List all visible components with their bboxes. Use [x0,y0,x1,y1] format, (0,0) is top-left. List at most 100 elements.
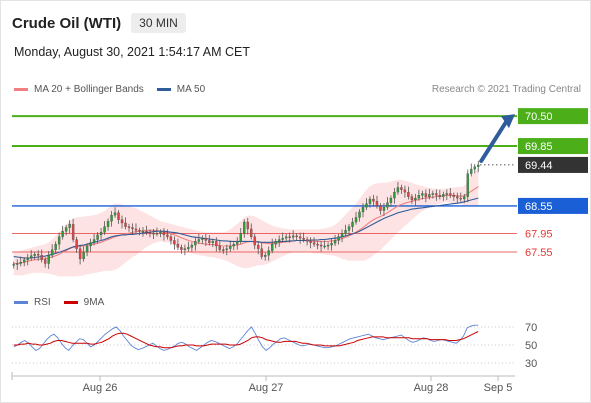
level-label-67.95: 67.95 [525,229,553,241]
candle-body [302,238,305,240]
candle-body [365,203,368,208]
candle-body [438,195,442,197]
candle-body [323,245,326,248]
legend-item-9ma: 9MA [63,297,104,308]
candle-body [347,226,351,231]
candle-body [316,243,319,246]
candle-body [232,243,235,247]
level-label-70.50: 70.50 [525,111,553,123]
candle-body [277,239,281,242]
candle-body [456,196,459,199]
candle-body [260,248,263,257]
candle-body [267,250,270,256]
candle-body [208,240,211,243]
candle-body [326,244,330,247]
candle-body [159,232,162,234]
candle-body [442,194,445,197]
candle-body [421,193,424,196]
candle-body [85,245,89,253]
rsi-tick-label: 30 [525,358,537,370]
candle-body [68,224,71,228]
candle-body [166,234,169,237]
level-label-69.44: 69.44 [525,160,553,172]
candle-body [71,224,75,240]
candle-body [148,232,152,234]
candle-body [372,198,375,202]
candle-body [33,254,36,256]
candle-body [477,164,480,167]
candle-body [337,236,340,241]
candle-body [117,212,120,220]
forecast-arrow-shaft [479,120,508,163]
candle-body [75,239,78,249]
level-tag-69.44 [518,156,588,173]
candle-body [40,255,43,260]
candle-body [449,193,452,196]
candle-body [152,232,155,235]
candle-body [270,243,274,251]
candle-body [403,189,407,193]
candle-body [92,239,96,243]
candle-body [134,228,138,231]
candle-body [463,196,466,200]
candle-body [47,255,50,264]
candle-body [253,236,256,246]
candle-body [389,197,393,203]
candle-body [12,264,15,266]
candle-body [445,193,449,195]
candle-body [396,187,400,193]
candle-body [37,254,40,256]
candle-body [183,248,187,250]
candle-body [414,197,417,201]
candle-body [54,243,57,250]
candle-body [424,193,428,197]
candle-body [19,261,22,264]
rsi-legend: RSI 9MA [14,297,117,308]
level-tag-70.50 [518,108,588,125]
candle-body [120,219,124,224]
candle-body [236,241,239,245]
candle-body [23,259,26,263]
legend-item-rsi: RSI [14,297,51,308]
level-tag-68.55 [518,197,588,214]
forecast-arrow-head [501,114,515,129]
rsi-tick-label: 50 [525,340,537,352]
candle-body [169,236,173,241]
candle-body [211,241,215,243]
candle-body [61,231,64,237]
candle-body [50,249,54,256]
9ma-swatch [63,301,78,304]
candle-body [281,238,284,240]
candle-body [215,241,218,247]
candle-body [194,241,197,246]
candle-body [417,195,421,199]
candle-body [407,191,410,197]
candle-body [274,241,277,245]
candle-body [473,166,476,170]
candle-body [361,207,365,213]
candle-body [466,173,469,197]
candle-body [201,238,204,240]
x-tick-label: Aug 27 [249,382,284,394]
x-tick-label: Sep 5 [484,382,513,394]
candle-body [309,241,312,243]
candle-body [96,234,99,240]
candle-body [400,187,403,190]
candle-body [99,232,103,236]
source-credit: Research © 2021 Trading Central [431,84,581,95]
timestamp: Monday, August 30, 2021 1:54:17 AM CET [14,45,251,59]
candle-body [379,205,382,211]
candle-body [459,197,462,200]
timeframe-badge[interactable]: 30 MIN [131,13,186,33]
candle-body [257,244,260,249]
candle-body [180,247,183,250]
candle-body [145,231,148,233]
candle-body [141,231,145,233]
candle-body [333,240,337,244]
candle-body [305,239,309,242]
level-tag-69.85 [518,138,588,155]
rsi-9ma-line [13,331,479,349]
candle-body [82,251,85,260]
candle-body [243,221,246,234]
candle-body [239,233,242,242]
